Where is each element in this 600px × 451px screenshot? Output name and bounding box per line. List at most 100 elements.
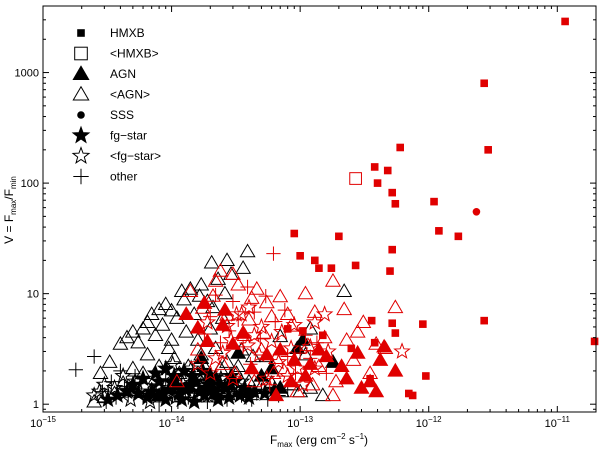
data-point xyxy=(115,375,132,389)
legend-marker xyxy=(72,65,90,81)
data-point xyxy=(345,352,362,366)
data-point xyxy=(227,305,246,322)
data-point xyxy=(279,306,296,320)
data-point xyxy=(333,358,350,372)
data-point xyxy=(139,314,156,329)
data-point xyxy=(388,245,397,254)
data-point xyxy=(240,298,258,315)
data-point xyxy=(314,387,331,402)
data-point xyxy=(387,362,404,377)
data-point xyxy=(130,334,147,349)
data-point xyxy=(85,386,103,403)
plot-frame xyxy=(42,5,597,413)
data-point xyxy=(189,319,206,334)
data-point xyxy=(419,320,427,328)
data-point xyxy=(214,356,231,370)
data-point xyxy=(139,346,156,361)
data-point xyxy=(370,163,379,171)
data-point xyxy=(196,295,213,309)
data-point xyxy=(203,254,220,269)
data-point xyxy=(327,373,345,388)
legend-label: <AGN> xyxy=(110,88,150,102)
data-point xyxy=(239,243,256,258)
data-point xyxy=(180,358,197,372)
data-point xyxy=(168,373,185,388)
data-point xyxy=(230,276,247,291)
data-point xyxy=(266,246,281,261)
data-point xyxy=(189,331,206,346)
y-tick-label: 10 xyxy=(27,289,39,301)
data-point xyxy=(124,323,141,338)
data-point xyxy=(347,344,356,353)
data-point xyxy=(68,362,83,377)
data-point xyxy=(157,296,174,311)
data-point xyxy=(430,197,438,206)
data-point xyxy=(367,316,376,325)
data-point xyxy=(86,393,103,408)
legend-marker xyxy=(77,29,85,37)
data-point xyxy=(154,316,171,331)
legend: HMXB <HMXB> AGN <AGN> SSS fg−star <fg−star> oth… xyxy=(71,26,161,185)
data-point xyxy=(294,375,312,393)
data-point xyxy=(338,331,355,346)
data-point xyxy=(151,358,168,372)
data-point xyxy=(408,391,417,400)
data-point xyxy=(387,299,404,314)
data-point xyxy=(101,354,118,368)
data-point xyxy=(92,365,109,380)
data-point xyxy=(318,348,335,363)
data-point xyxy=(276,362,293,377)
data-point xyxy=(147,370,164,385)
data-point xyxy=(163,331,180,346)
data-point xyxy=(590,337,599,346)
data-point xyxy=(373,179,382,187)
data-point xyxy=(225,294,241,309)
data-point xyxy=(203,309,218,324)
data-point xyxy=(289,383,306,398)
data-point xyxy=(186,376,203,391)
x-tick-label: 10−11 xyxy=(545,415,571,430)
data-point xyxy=(87,349,102,364)
data-point xyxy=(183,366,202,384)
data-point xyxy=(160,340,177,355)
data-point xyxy=(224,266,241,280)
data-point xyxy=(304,376,321,391)
data-point xyxy=(143,306,160,320)
data-point xyxy=(238,336,257,353)
data-point xyxy=(246,373,263,388)
data-point xyxy=(310,341,327,356)
data-point xyxy=(282,339,300,356)
data-point xyxy=(163,354,182,372)
data-point xyxy=(219,252,236,267)
data-point xyxy=(245,326,264,343)
data-point xyxy=(299,327,307,335)
data-point xyxy=(224,335,241,350)
data-point xyxy=(318,331,327,340)
legend-label: SSS xyxy=(110,108,134,122)
legend-marker xyxy=(72,85,90,101)
legend-marker xyxy=(71,146,91,164)
data-point xyxy=(372,352,389,366)
data-point xyxy=(405,389,413,398)
data-point xyxy=(302,356,319,370)
data-point xyxy=(147,327,164,341)
data-point xyxy=(105,378,124,396)
data-point xyxy=(310,256,319,265)
data-point xyxy=(265,365,282,380)
data-point xyxy=(272,328,289,343)
data-point xyxy=(290,229,299,238)
data-point xyxy=(129,384,147,401)
data-point xyxy=(272,288,289,303)
data-point xyxy=(480,316,488,325)
data-point xyxy=(201,364,220,381)
data-point xyxy=(178,323,195,338)
data-point xyxy=(422,372,430,380)
data-point xyxy=(104,374,119,389)
data-point xyxy=(472,208,481,216)
data-point xyxy=(204,287,222,302)
data-point xyxy=(189,354,207,372)
data-point xyxy=(157,378,174,393)
data-point xyxy=(480,79,488,88)
y-tick-label: 1000 xyxy=(15,68,39,80)
